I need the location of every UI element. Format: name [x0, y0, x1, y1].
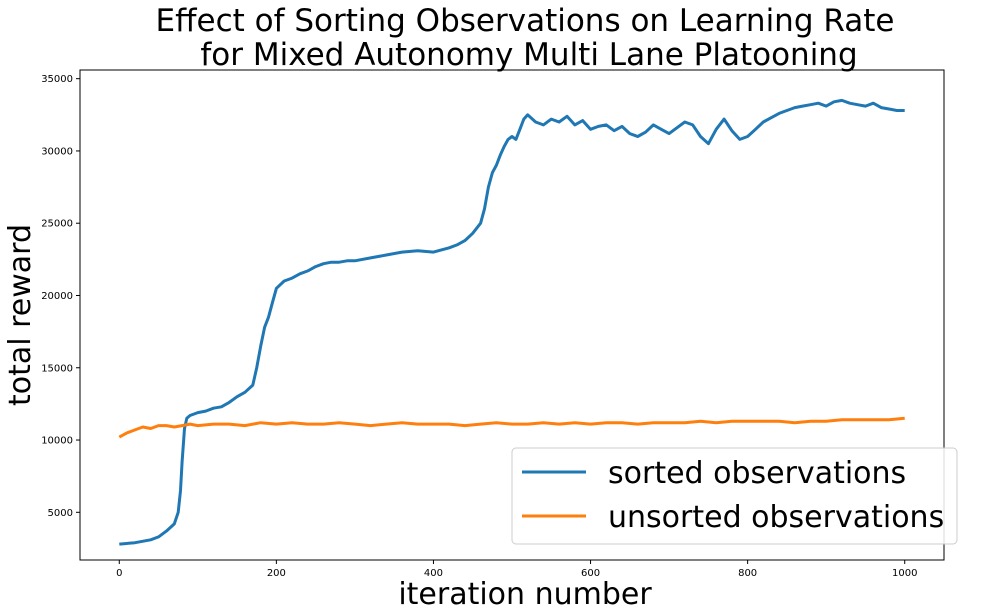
x-tick-label: 800 — [738, 568, 757, 579]
chart-title-line-2: for Mixed Autonomy Multi Lane Platooning — [200, 37, 857, 73]
y-tick-label: 5000 — [48, 508, 73, 519]
series-line-unsorted — [118, 416, 905, 439]
y-tick-label: 35000 — [41, 74, 73, 85]
x-tick-label: 1000 — [892, 568, 917, 579]
legend-label-unsorted: unsorted observations — [608, 500, 944, 535]
legend-box — [511, 447, 958, 545]
legend: sorted observations unsorted observation… — [511, 447, 958, 545]
y-tick-label: 15000 — [41, 363, 73, 374]
y-tick-label: 20000 — [41, 291, 73, 302]
y-tick-label: 10000 — [41, 436, 73, 447]
x-axis-label: iteration number — [398, 577, 652, 612]
x-tick-label: 200 — [267, 568, 286, 579]
series-line-sorted — [119, 98, 905, 546]
plot-area-frame — [79, 69, 945, 561]
x-tick-label: 600 — [581, 568, 600, 579]
legend-label-sorted: sorted observations — [608, 456, 906, 491]
x-tick-label: 400 — [424, 568, 443, 579]
x-tick-label: 0 — [116, 568, 122, 579]
y-axis-ticks: 5000 10000 15000 20000 25000 30000 35000 — [41, 74, 80, 519]
chart-title-line-1: Effect of Sorting Observations on Learni… — [156, 3, 895, 39]
y-tick-label: 25000 — [41, 219, 73, 230]
series-layer — [118, 98, 905, 546]
y-tick-label: 30000 — [41, 146, 73, 157]
x-axis-ticks: 0 200 400 600 800 1000 — [116, 560, 917, 579]
y-axis-label: total reward — [3, 224, 38, 406]
